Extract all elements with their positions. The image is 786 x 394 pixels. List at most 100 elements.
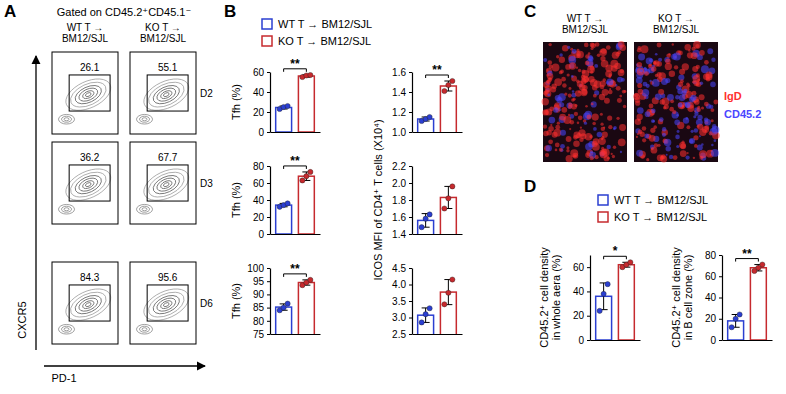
contour [139,73,194,117]
image-texture [638,54,645,61]
image-title: BM12/SJL [653,24,700,35]
image-texture [665,63,672,70]
significance: ** [742,247,752,261]
image-background [543,42,627,162]
image-texture [701,106,704,109]
tick-mark [719,276,722,277]
data-point [729,325,734,330]
image-texture [621,78,625,82]
contour [140,116,150,122]
image-texture [592,141,598,147]
image-texture [566,149,569,152]
image-texture [679,94,686,101]
image-texture [559,57,565,63]
image-texture [662,127,666,131]
image-texture [545,153,549,157]
legend-swatch [598,212,608,222]
axis-title: ICOS MFI of CD4⁺ T cells (X10⁴) [372,119,384,280]
data-point [285,301,290,306]
image-texture [638,89,644,95]
legend: WT T → BM12/SJLKO T → BM12/SJL [262,18,372,47]
tick-label: 20 [253,107,265,118]
image-texture [584,43,589,48]
image-texture [546,145,552,151]
axis-line [722,256,723,341]
axis-title: in B cell zone (%) [682,255,694,341]
image-texture [613,127,616,130]
image-texture [655,53,658,56]
image-texture [585,61,589,65]
flow-plot: 67.7 [130,142,196,224]
y-axis: 0204060 [573,256,591,346]
image-texture [637,107,644,114]
tick: 40 [573,286,590,297]
contour [159,179,173,190]
contour [64,118,69,121]
x-axis [591,340,641,342]
x-axis [271,132,321,134]
x-axis [723,340,773,342]
tick-mark [267,294,270,295]
contour [62,116,72,122]
tick-mark [267,334,270,335]
image-background [634,42,718,162]
contour [72,292,104,318]
data-point [423,216,428,221]
x-axis [271,234,321,236]
tick-mark [267,321,270,322]
image-texture [561,77,566,82]
image-texture [543,125,547,129]
tick-label: 80 [705,250,717,261]
image-texture [619,44,625,50]
tick-label: 95 [253,276,265,287]
contour [163,182,170,188]
image-texture [580,89,587,96]
bar-chart: 020406080Tfh (%)** [230,154,321,240]
tick: 80 [253,316,270,327]
image-texture [607,115,612,120]
tick: 40 [253,195,270,206]
legend-entry: KO T → BM12/SJL [278,35,371,47]
contour [67,287,110,322]
tick: 20 [573,310,590,321]
gate [69,285,110,321]
plot-frame [52,142,118,224]
contour [142,208,147,211]
axis-line [270,167,271,235]
bar [276,205,292,234]
contour [145,287,188,322]
column-title: WT T → [67,22,104,33]
image-texture [652,79,660,87]
plot-area [276,169,315,234]
bar [750,268,766,340]
significance: ** [290,262,300,276]
legend-swatch [262,36,272,46]
tick-label: 1.2 [392,107,406,118]
image-texture [674,120,680,126]
image-texture [569,62,576,69]
image-texture [636,136,638,138]
row-label: D6 [200,298,213,309]
image-texture [601,127,605,131]
y-axis: 7580859095100 [247,263,270,340]
contour [137,324,153,334]
tick-label: 60 [705,271,717,282]
contour [62,206,72,212]
contour [77,295,100,313]
image-texture [696,65,700,69]
tick-mark [409,72,412,73]
tick-label: 40 [705,292,717,303]
axis-arrow [44,365,205,366]
image-texture [711,119,714,122]
tick: 60 [253,67,270,78]
row-label: D3 [200,178,213,189]
plot-frame [52,262,118,344]
image-texture [590,150,593,153]
tick: 4.0 [392,279,412,290]
image-texture [555,143,560,148]
image-texture [650,110,652,112]
image-texture [612,155,615,158]
tick: 0 [258,127,270,138]
image-texture [606,78,613,85]
tick-label: 2.5 [392,329,406,340]
